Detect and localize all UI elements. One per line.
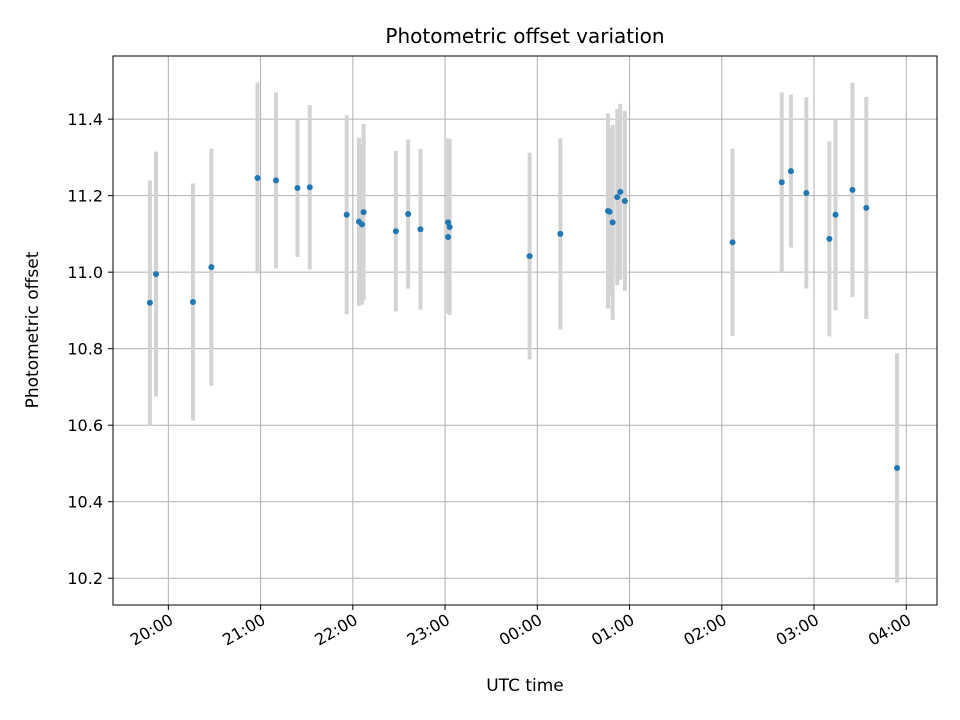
x-axis-title: UTC time: [486, 676, 564, 696]
data-point: [417, 226, 424, 233]
y-tick-label: 11.4: [67, 110, 103, 129]
data-point: [146, 299, 153, 306]
data-point: [826, 235, 833, 242]
data-point: [153, 271, 160, 278]
x-tick-label: 03:00: [773, 610, 822, 650]
grid-lines: [113, 56, 937, 605]
plot-background: [113, 56, 937, 605]
data-point: [294, 184, 301, 191]
x-tick-label: 00:00: [496, 610, 545, 650]
x-tick-label: 22:00: [311, 610, 360, 650]
y-tick-label: 10.6: [67, 416, 103, 435]
x-tick-label: 21:00: [219, 610, 268, 650]
data-point: [787, 168, 794, 175]
data-point: [446, 224, 453, 231]
data-point: [445, 233, 452, 240]
data-point: [778, 179, 785, 186]
data-point: [863, 204, 870, 211]
x-tick-label: 04:00: [865, 610, 914, 650]
data-point: [614, 194, 621, 201]
data-point: [609, 219, 616, 226]
data-point: [729, 239, 736, 246]
x-tick-label: 01:00: [588, 610, 637, 650]
data-point: [606, 208, 613, 215]
x-axis-ticks: 20:00 21:00 22:00 23:00 00:00 01:00 02:00 03:00…: [127, 605, 914, 650]
y-tick-label: 11.2: [67, 187, 103, 206]
y-tick-label: 11.0: [67, 263, 103, 282]
y-tick-label: 10.8: [67, 340, 103, 359]
data-point: [392, 228, 399, 235]
data-point: [189, 298, 196, 305]
data-points: [146, 168, 901, 472]
data-point: [849, 186, 856, 193]
data-point: [621, 197, 628, 204]
data-point: [405, 211, 412, 218]
data-point: [526, 253, 533, 260]
data-point: [832, 211, 839, 218]
data-point: [445, 219, 452, 226]
plot-frame: [112, 55, 938, 606]
x-tick-label: 23:00: [404, 610, 453, 650]
y-tick-label: 10.2: [67, 569, 103, 588]
data-point: [306, 184, 313, 191]
data-point: [254, 175, 261, 182]
x-tick-label: 02:00: [680, 610, 729, 650]
data-point: [360, 209, 367, 216]
data-point: [208, 264, 215, 271]
data-point: [343, 211, 350, 218]
y-tick-label: 10.4: [67, 493, 103, 512]
chart-title: Photometric offset variation: [385, 24, 664, 48]
data-point: [894, 465, 901, 472]
y-axis-title: Photometric offset: [23, 251, 43, 408]
data-point: [359, 221, 366, 228]
data-point: [803, 189, 810, 196]
data-point: [617, 188, 624, 195]
y-axis-ticks: 10.2 10.4 10.6 10.8 11.0 11.2 11.4: [67, 110, 113, 588]
x-tick-label: 20:00: [127, 610, 176, 650]
data-point: [272, 177, 279, 184]
data-point: [557, 230, 564, 237]
